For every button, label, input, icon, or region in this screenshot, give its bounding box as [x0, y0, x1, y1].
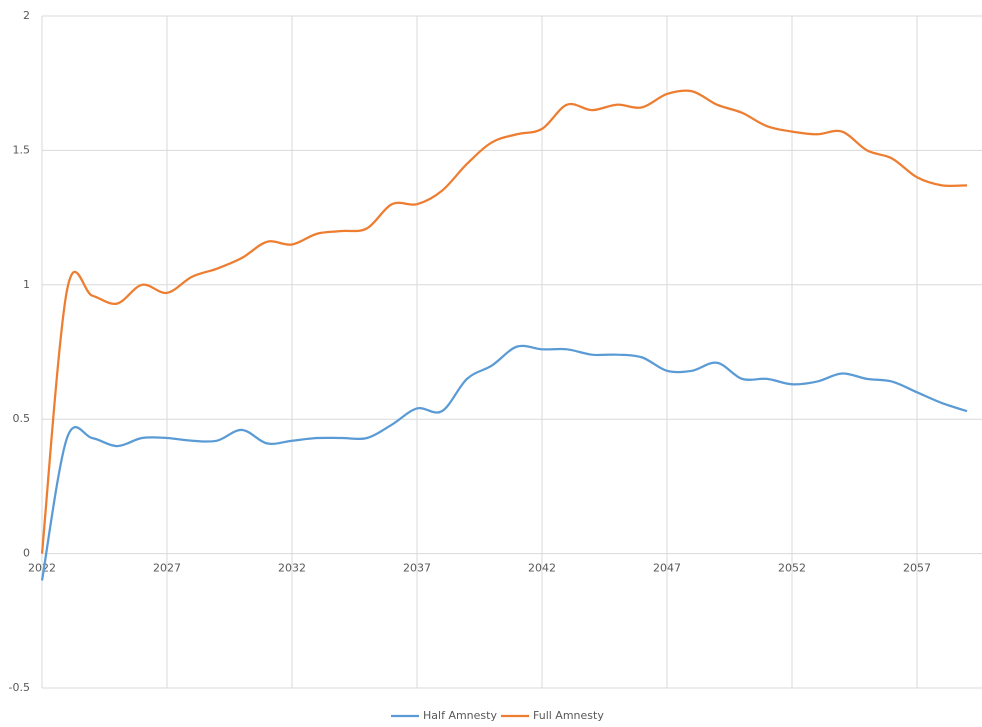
- x-tick-label: 2042: [528, 562, 556, 575]
- y-tick-label: -0.5: [9, 681, 30, 694]
- y-tick-label: 1.5: [13, 143, 31, 156]
- y-tick-label: 0: [23, 547, 30, 560]
- x-tick-label: 2047: [653, 562, 681, 575]
- x-tick-label: 2037: [403, 562, 431, 575]
- y-tick-label: 1: [23, 278, 30, 291]
- legend-label: Full Amnesty: [533, 709, 604, 722]
- legend-label: Half Amnesty: [423, 709, 497, 722]
- x-tick-label: 2022: [28, 562, 56, 575]
- line-series: [40, 89, 968, 554]
- line-series: [40, 344, 968, 581]
- x-tick-label: 2052: [778, 562, 806, 575]
- x-tick-label: 2027: [153, 562, 181, 575]
- x-tick-label: 2032: [278, 562, 306, 575]
- x-tick-label: 2057: [903, 562, 931, 575]
- y-tick-label: 2: [23, 9, 30, 22]
- y-tick-label: 0.5: [13, 412, 31, 425]
